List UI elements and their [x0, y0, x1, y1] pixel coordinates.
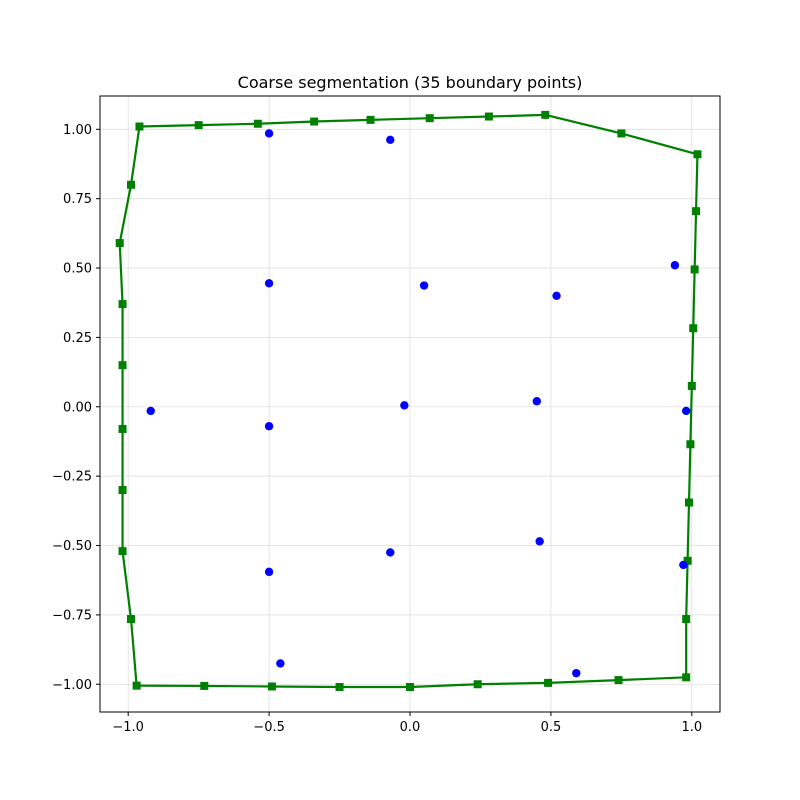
- interior-point: [572, 669, 580, 677]
- interior-point: [671, 261, 679, 269]
- interior-point: [535, 537, 543, 545]
- boundary-point: [692, 207, 700, 215]
- boundary-point: [485, 113, 493, 121]
- boundary-point: [127, 181, 135, 189]
- boundary-point: [682, 615, 690, 623]
- boundary-point: [474, 680, 482, 688]
- boundary-point: [686, 440, 694, 448]
- interior-point: [265, 129, 273, 137]
- boundary-point: [685, 499, 693, 507]
- boundary-point: [691, 265, 699, 273]
- y-tick-label: −1.00: [52, 678, 92, 693]
- boundary-point: [688, 382, 696, 390]
- y-tick-label: 1.00: [63, 123, 92, 138]
- x-tick-label: 0.0: [400, 720, 421, 735]
- interior-point: [386, 548, 394, 556]
- y-tick-label: 0.25: [63, 331, 92, 346]
- y-tick-label: −0.25: [52, 470, 92, 485]
- interior-point: [265, 422, 273, 430]
- y-tick-label: −0.50: [52, 539, 92, 554]
- boundary-point: [254, 120, 262, 128]
- boundary-point: [689, 324, 697, 332]
- y-tick-label: 0.00: [63, 400, 92, 415]
- boundary-point: [195, 121, 203, 129]
- interior-point: [552, 292, 560, 300]
- boundary-point: [119, 425, 127, 433]
- y-tick-label: −0.75: [52, 608, 92, 623]
- boundary-point: [615, 676, 623, 684]
- interior-point: [682, 407, 690, 415]
- boundary-point: [127, 615, 135, 623]
- boundary-point: [119, 361, 127, 369]
- boundary-point: [544, 679, 552, 687]
- boundary-point: [268, 682, 276, 690]
- boundary-point: [116, 239, 124, 247]
- y-tick-label: 0.50: [63, 262, 92, 277]
- boundary-point: [133, 682, 141, 690]
- x-tick-label: −0.5: [253, 720, 285, 735]
- x-tick-label: 1.0: [681, 720, 702, 735]
- x-tick-label: −1.0: [112, 720, 144, 735]
- interior-point: [533, 397, 541, 405]
- y-tick-label: 0.75: [63, 192, 92, 207]
- boundary-point: [682, 673, 690, 681]
- boundary-point: [119, 486, 127, 494]
- interior-point: [400, 401, 408, 409]
- boundary-point: [200, 682, 208, 690]
- boundary-point: [693, 150, 701, 158]
- boundary-point: [541, 111, 549, 119]
- interior-point: [147, 407, 155, 415]
- chart-title: Coarse segmentation (35 boundary points): [238, 73, 583, 92]
- boundary-point: [617, 129, 625, 137]
- interior-point: [386, 136, 394, 144]
- interior-point: [265, 279, 273, 287]
- interior-point: [679, 561, 687, 569]
- interior-point: [276, 659, 284, 667]
- boundary-point: [119, 547, 127, 555]
- interior-point: [265, 568, 273, 576]
- boundary-point: [426, 114, 434, 122]
- boundary-point: [119, 300, 127, 308]
- boundary-point: [310, 118, 318, 126]
- interior-point: [420, 281, 428, 289]
- x-tick-label: 0.5: [541, 720, 562, 735]
- boundary-point: [336, 683, 344, 691]
- boundary-point: [367, 116, 375, 124]
- boundary-point: [135, 123, 143, 131]
- boundary-point: [406, 683, 414, 691]
